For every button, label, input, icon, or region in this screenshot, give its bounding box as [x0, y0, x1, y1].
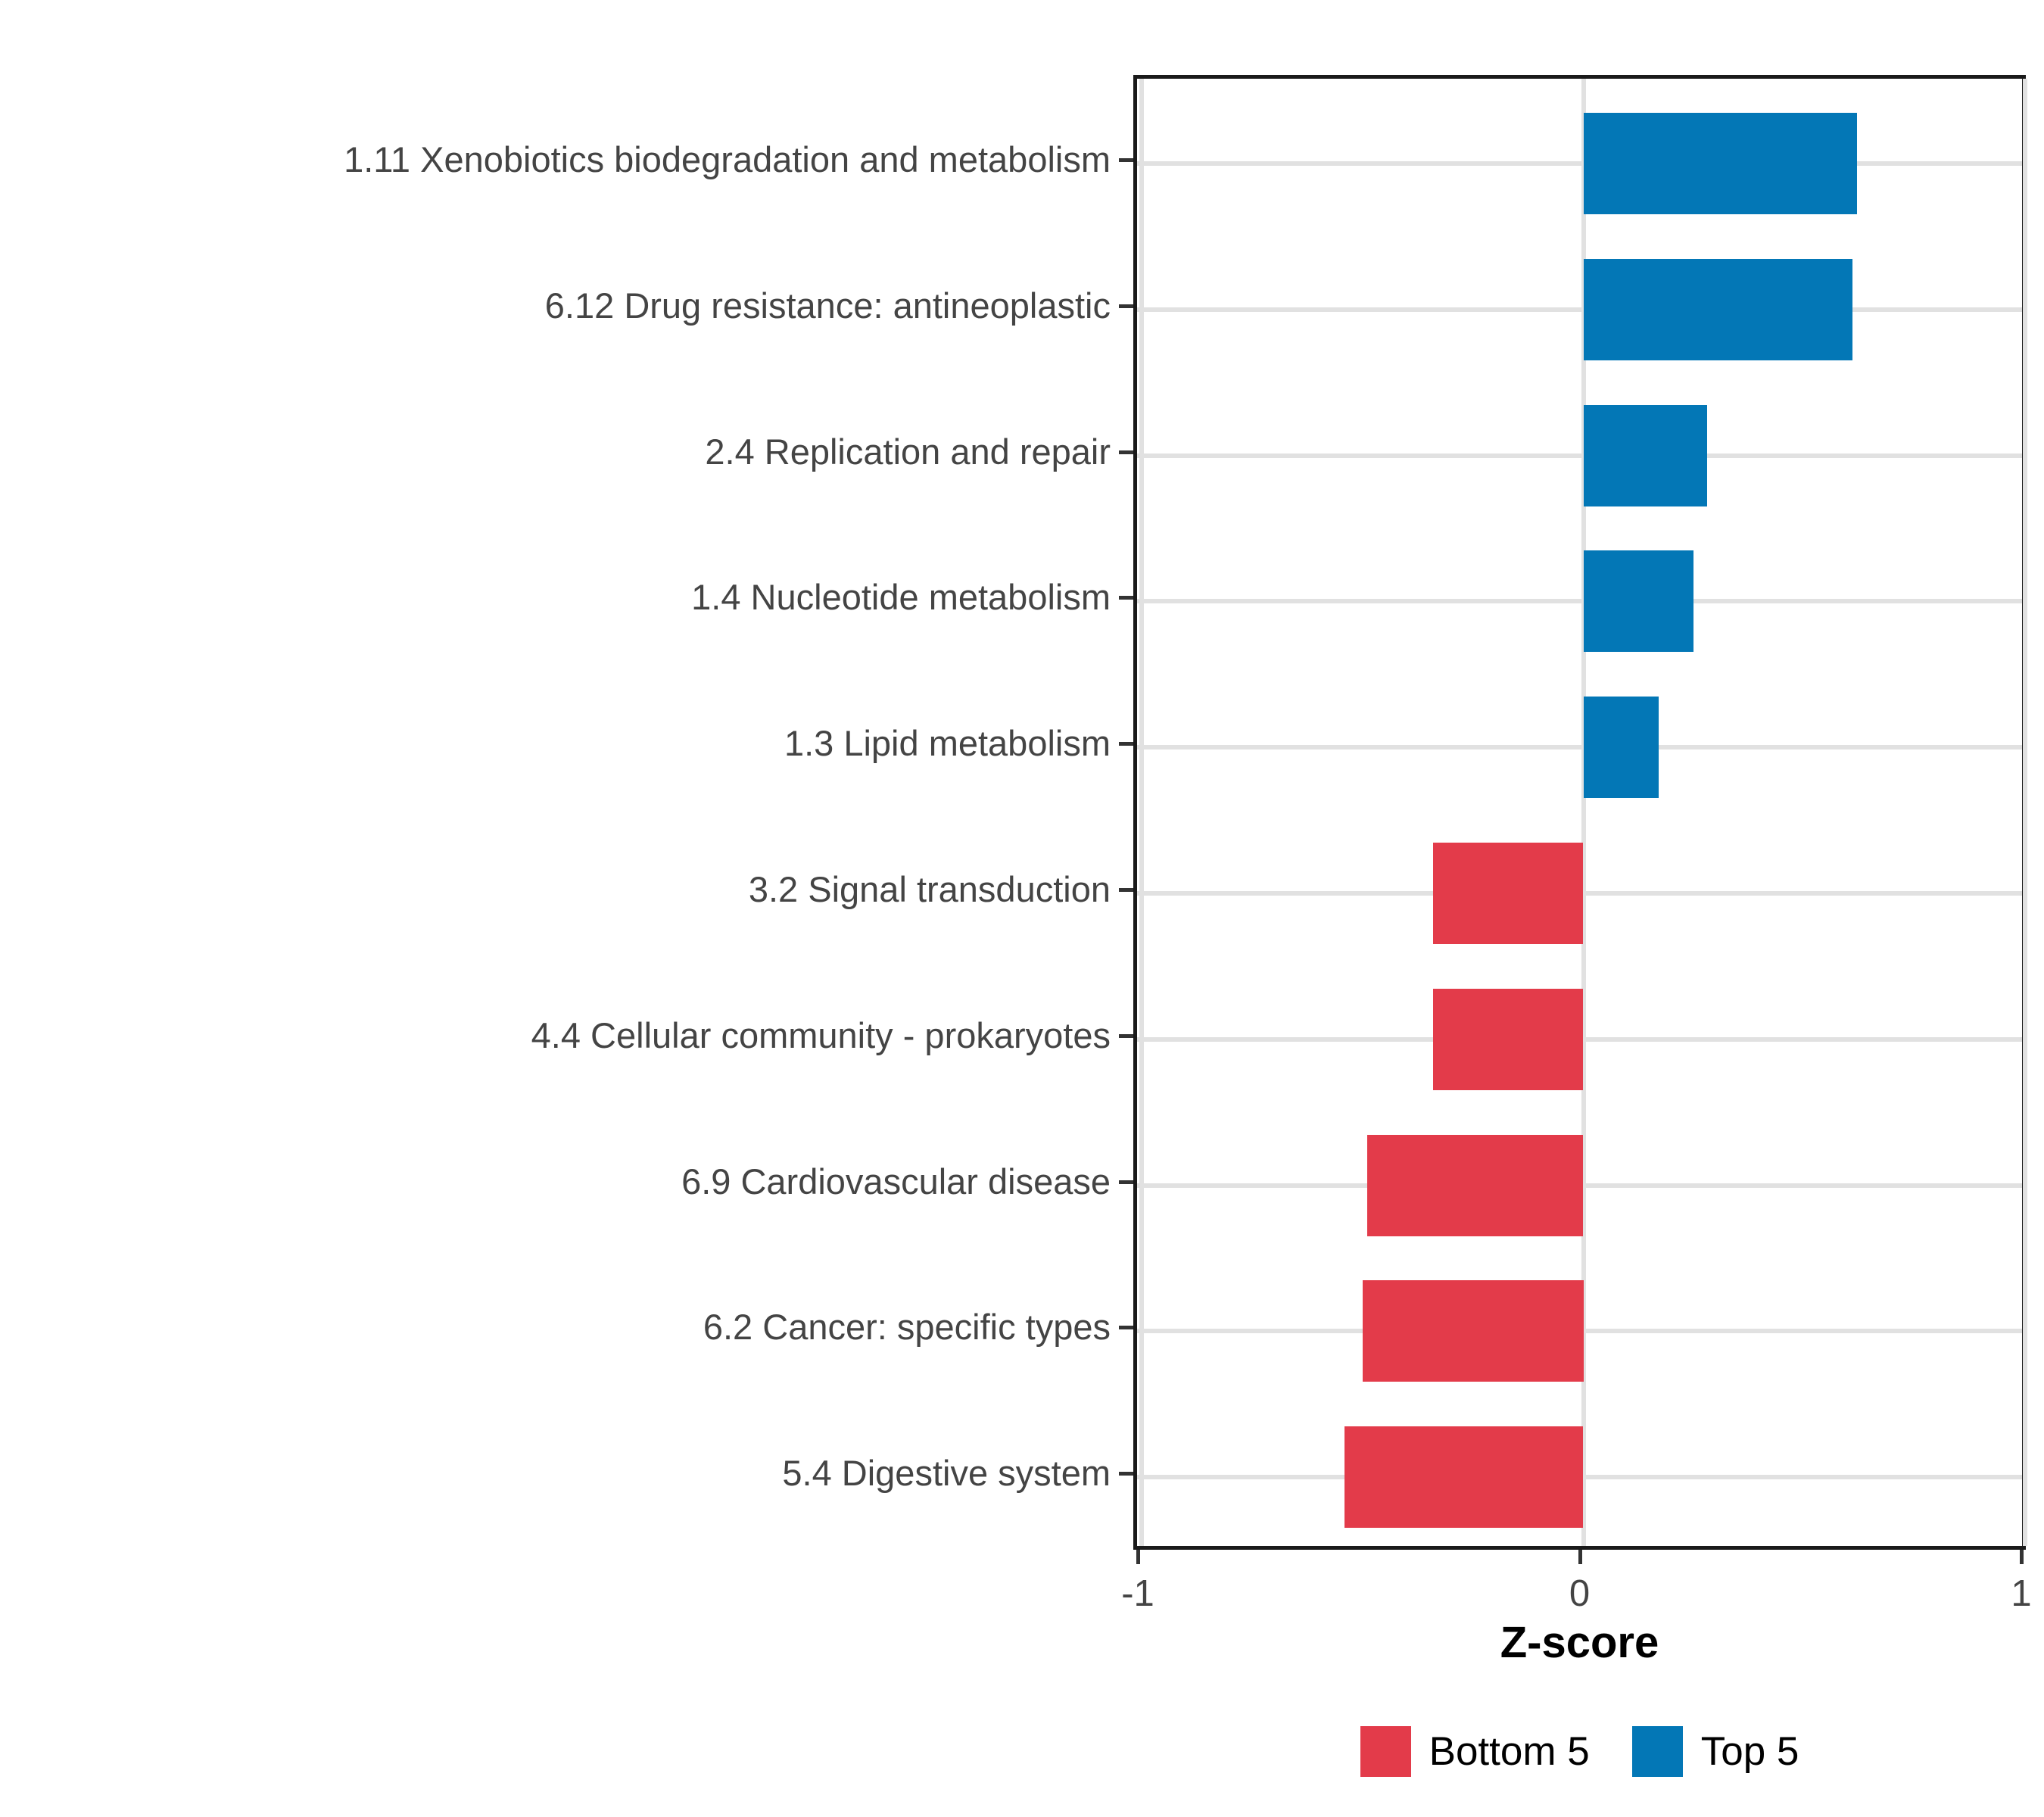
y-axis-tick [1119, 742, 1133, 746]
legend-label: Bottom 5 [1429, 1729, 1590, 1774]
y-axis-tick [1119, 1033, 1133, 1038]
y-axis-tick [1119, 1472, 1133, 1476]
category-label: 3.2 Signal transduction [748, 869, 1111, 909]
legend: Bottom 5 Top 5 [1133, 1726, 2026, 1777]
x-axis-tick [2020, 1550, 2024, 1564]
category-label: 6.2 Cancer: specific types [703, 1307, 1111, 1348]
x-tick-label: -1 [1121, 1573, 1154, 1614]
bar [1583, 113, 1858, 214]
category-label: 6.9 Cardiovascular disease [681, 1161, 1111, 1201]
y-axis-tick [1119, 1326, 1133, 1330]
bar [1583, 404, 1707, 506]
legend-item: Top 5 [1631, 1726, 1799, 1777]
horizontal-gridline [1137, 599, 2022, 604]
y-axis-tick [1119, 888, 1133, 892]
y-axis-tick [1119, 596, 1133, 600]
horizontal-gridline [1137, 745, 2022, 750]
y-axis-tick [1119, 158, 1133, 162]
bar [1344, 1426, 1584, 1529]
x-axis-tick [1136, 1550, 1140, 1564]
category-label: 1.3 Lipid metabolism [784, 723, 1111, 764]
bar [1362, 1280, 1584, 1382]
y-axis-tick [1119, 450, 1133, 454]
vertical-gridline [2023, 79, 2027, 1546]
plot-panel [1133, 75, 2027, 1550]
legend-item: Bottom 5 [1360, 1726, 1590, 1777]
horizontal-gridline [1137, 161, 2022, 166]
category-label: 1.4 Nucleotide metabolism [691, 577, 1111, 618]
category-label: 5.4 Digestive system [782, 1453, 1111, 1494]
bar [1433, 843, 1584, 944]
x-axis-title: Z-score [1500, 1618, 1659, 1667]
horizontal-gridline [1137, 453, 2022, 458]
vertical-gridline [1581, 79, 1586, 1546]
legend-swatch [1631, 1726, 1683, 1777]
x-axis-tick [1578, 1550, 1582, 1564]
x-tick-label: 1 [2011, 1573, 2032, 1614]
y-axis-tick [1119, 304, 1133, 308]
x-tick-label: 0 [1569, 1573, 1591, 1614]
legend-label: Top 5 [1700, 1729, 1799, 1774]
bar [1433, 988, 1584, 1090]
bar [1366, 1134, 1584, 1236]
y-axis-tick [1119, 1180, 1133, 1184]
bar [1583, 258, 1853, 360]
bar [1583, 697, 1659, 799]
horizontal-gridline [1137, 307, 2022, 312]
legend-swatch [1360, 1726, 1411, 1777]
vertical-gridline [1139, 79, 1144, 1546]
category-label: 4.4 Cellular community - prokaryotes [531, 1014, 1111, 1055]
bar [1583, 550, 1694, 653]
category-label: 6.12 Drug resistance: antineoplastic [544, 285, 1111, 326]
category-label: 2.4 Replication and repair [705, 431, 1111, 472]
category-label: 1.11 Xenobiotics biodegradation and meta… [344, 139, 1111, 179]
